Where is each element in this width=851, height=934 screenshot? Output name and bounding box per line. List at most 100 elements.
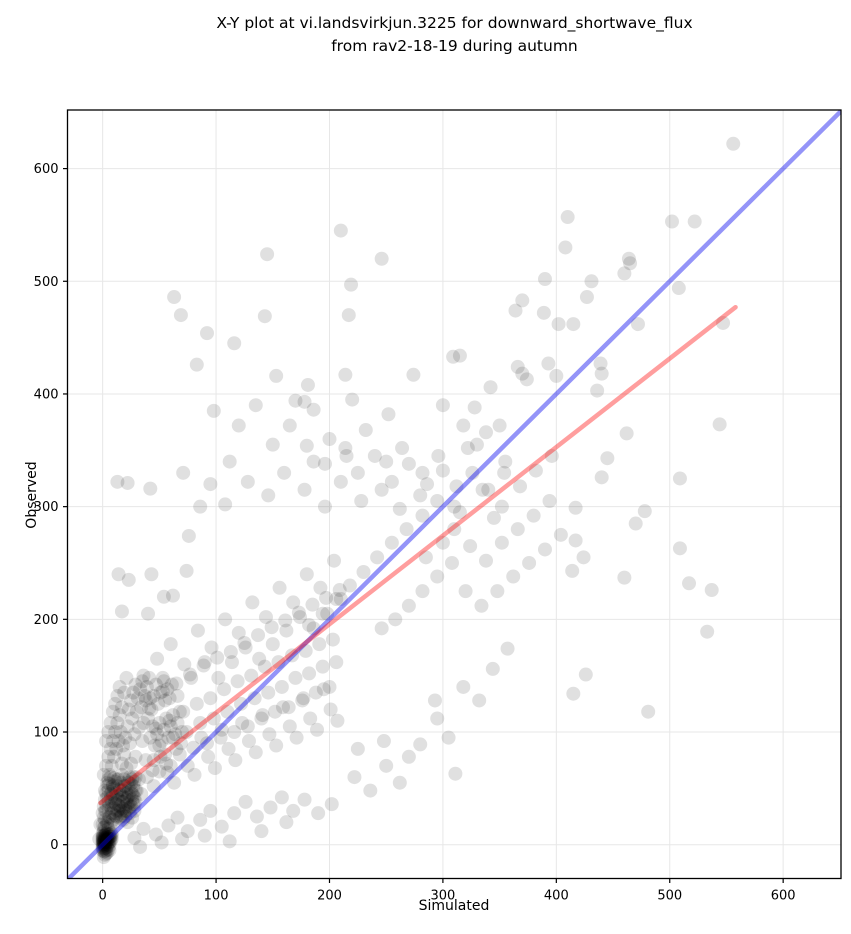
scatter-point: [356, 565, 371, 580]
scatter-point: [101, 725, 116, 740]
scatter-point: [172, 704, 187, 719]
scatter-point: [100, 779, 115, 794]
scatter-point: [254, 824, 269, 839]
scatter-point: [96, 828, 111, 843]
scatter-point: [136, 715, 151, 730]
scatter-point: [97, 828, 112, 843]
scatter-point: [161, 818, 176, 833]
scatter-point: [566, 317, 581, 332]
scatter-point: [104, 806, 119, 821]
scatter-point: [456, 679, 471, 694]
scatter-point: [469, 437, 484, 452]
scatter-point: [576, 550, 591, 565]
scatter-point: [102, 829, 117, 844]
scatter-point: [105, 777, 120, 792]
scatter-point: [479, 425, 494, 440]
scatter-point: [278, 613, 293, 628]
one-to-one-line: [67, 110, 841, 879]
scatter-point: [379, 758, 394, 773]
scatter-point: [456, 418, 471, 433]
scatter-point: [306, 454, 321, 469]
scatter-point: [449, 479, 464, 494]
scatter-point: [196, 658, 211, 673]
scatter-point: [427, 693, 442, 708]
scatter-point: [113, 809, 128, 824]
scatter-point: [122, 806, 137, 821]
scatter-point: [672, 541, 687, 556]
scatter-point: [134, 786, 149, 801]
scatter-point: [110, 715, 125, 730]
scatter-point: [150, 651, 165, 666]
scatter-point: [103, 791, 118, 806]
scatter-point: [124, 799, 139, 814]
scatter-point: [97, 819, 112, 834]
scatter-point: [116, 783, 131, 798]
scatter-point: [506, 569, 521, 584]
y-tick-label: 500: [34, 275, 59, 290]
scatter-point: [130, 691, 145, 706]
scatter-point: [716, 315, 731, 330]
scatter-point: [481, 482, 496, 497]
scatter-point: [100, 837, 115, 852]
scatter-point: [107, 781, 122, 796]
scatter-point: [104, 832, 119, 847]
scatter-point: [486, 510, 501, 525]
scatter-point: [102, 832, 117, 847]
scatter-point: [330, 713, 345, 728]
scatter-point: [160, 682, 175, 697]
scatter-point: [420, 477, 435, 492]
scatter-point: [288, 393, 303, 408]
scatter-point: [128, 749, 143, 764]
scatter-point: [179, 563, 194, 578]
scatter-point: [406, 367, 421, 382]
scatter-point: [413, 737, 428, 752]
scatter-point: [96, 850, 111, 865]
scatter-point: [100, 817, 115, 832]
scatter-point: [127, 803, 142, 818]
scatter-point: [306, 621, 321, 636]
scatter-point: [381, 407, 396, 422]
scatter-point: [97, 841, 112, 856]
scatter-point: [308, 685, 323, 700]
scatter-point: [102, 809, 117, 824]
scatter-point: [218, 497, 233, 512]
scatter-point: [210, 650, 225, 665]
scatter-point: [148, 827, 163, 842]
scatter-point: [107, 749, 122, 764]
scatter-point: [305, 597, 320, 612]
scatter-point: [101, 827, 116, 842]
scatter-point: [118, 779, 133, 794]
scatter-point: [435, 463, 450, 478]
scatter-point: [617, 570, 632, 585]
scatter-point: [317, 499, 332, 514]
plot-border: [66, 109, 842, 880]
scatter-point: [160, 765, 175, 780]
scatter-point: [136, 668, 151, 683]
scatter-point: [441, 730, 456, 745]
y-axis-label: Observed: [24, 461, 40, 529]
scatter-point: [97, 833, 112, 848]
scatter-point: [568, 500, 583, 515]
scatter-point: [126, 685, 141, 700]
scatter-point: [325, 632, 340, 647]
scatter-point: [180, 758, 195, 773]
scatter-point: [184, 670, 199, 685]
scatter-point: [124, 783, 139, 798]
scatter-point: [143, 691, 158, 706]
scatter-point: [211, 670, 226, 685]
scatter-point: [418, 550, 433, 565]
scatter-point: [96, 836, 111, 851]
scatter-point: [665, 214, 680, 229]
scatter-point: [311, 806, 326, 821]
scatter-point: [288, 670, 303, 685]
scatter-point: [302, 666, 317, 681]
scatter-point: [95, 806, 110, 821]
scatter-point: [207, 761, 222, 776]
scatter-point: [227, 725, 242, 740]
scatter-point: [103, 832, 118, 847]
scatter-point: [297, 394, 312, 409]
scatter-point: [95, 841, 110, 856]
scatter-point: [289, 730, 304, 745]
scatter-point: [141, 711, 156, 726]
scatter-point: [95, 836, 110, 851]
